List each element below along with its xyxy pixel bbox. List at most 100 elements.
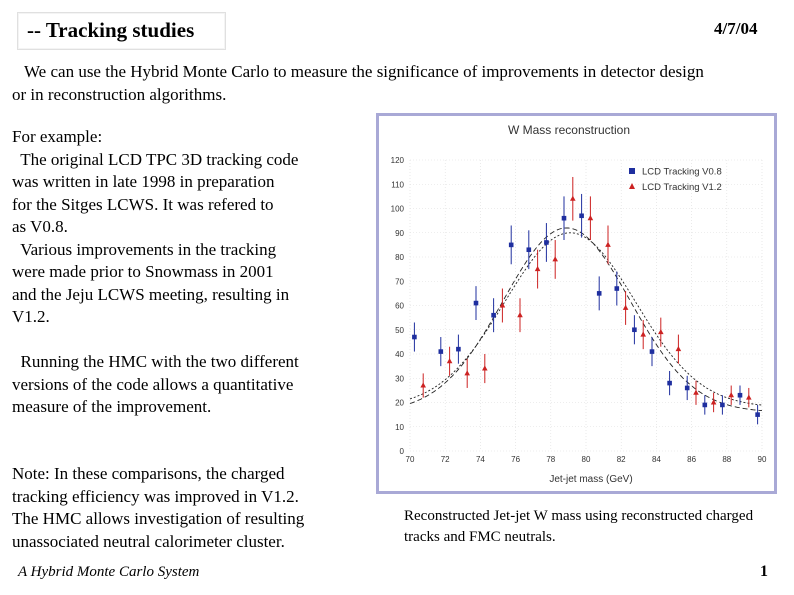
note-paragraph: Note: In these comparisons, the charged … — [12, 463, 367, 553]
slide-title: -- Tracking studies — [27, 18, 195, 42]
y-tick-label: 120 — [391, 156, 405, 165]
chart-title: W Mass reconstruction — [508, 123, 630, 137]
v08-data-point — [702, 402, 708, 408]
y-tick-label: 60 — [395, 302, 404, 311]
slide-date: 4/7/04 — [714, 19, 758, 38]
x-tick-label: 70 — [406, 455, 415, 464]
fit-curve-v08 — [409, 227, 763, 412]
v08-data-point — [561, 215, 567, 221]
x-tick-label: 86 — [687, 455, 696, 464]
hmc-paragraph: Running the HMC with the two different v… — [12, 351, 367, 419]
v12-data-point — [517, 312, 523, 318]
v12-data-point — [675, 345, 682, 352]
example-line: as V0.8. — [12, 217, 68, 236]
example-paragraph: For example: The original LCD TPC 3D tra… — [12, 126, 367, 329]
v08-data-point — [596, 291, 602, 296]
v12-data-point — [587, 215, 594, 221]
example-line: The original LCD TPC 3D tracking code — [12, 149, 299, 169]
example-line: for the Sitges LCWS. It was refered to — [12, 194, 274, 214]
v12-data-point — [570, 195, 576, 201]
v08-data-point — [614, 286, 620, 291]
title-box — [17, 12, 226, 50]
v12-data-point — [420, 382, 426, 388]
y-tick-label: 10 — [395, 423, 404, 432]
v12-data-point — [658, 328, 664, 335]
x-tick-label: 78 — [546, 455, 555, 464]
chart-xlabel: Jet-jet mass (GeV) — [549, 474, 632, 485]
v12-data-point — [552, 256, 558, 262]
v12-data-point — [482, 365, 488, 371]
legend-v12-marker — [629, 183, 635, 189]
figure-caption: Reconstructed Jet-jet W mass using recon… — [404, 508, 754, 545]
v12-data-point — [693, 389, 699, 395]
v08-data-point — [456, 346, 461, 352]
x-tick-label: 82 — [617, 455, 626, 464]
v08-data-point — [649, 349, 655, 354]
v12-data-point — [728, 392, 734, 398]
legend-v12-label: LCD Tracking V1.2 — [642, 182, 722, 193]
y-tick-label: 100 — [391, 205, 405, 214]
page-number: 1 — [760, 563, 768, 580]
example-line: Various improvements in the tracking — [12, 239, 277, 259]
y-tick-label: 90 — [395, 229, 404, 238]
v08-data-point — [508, 242, 514, 248]
v12-data-point — [534, 265, 541, 272]
v08-data-point — [667, 380, 672, 386]
v08-data-point — [755, 412, 760, 417]
x-tick-label: 80 — [582, 455, 591, 464]
legend-v08-marker — [629, 168, 635, 174]
v08-data-point — [438, 349, 444, 354]
y-tick-label: 20 — [395, 399, 404, 408]
chart-frame: W Mass reconstruction 0 10 20 30 40 50 60 70 80 9… — [376, 113, 777, 494]
note-line: tracking efficiency was improved in V1.2… — [12, 486, 299, 506]
y-tick-label: 0 — [400, 447, 405, 456]
x-tick-label: 88 — [722, 455, 731, 464]
v08-data-point — [526, 247, 532, 253]
v08-data-point — [544, 240, 549, 245]
v12-data-point — [746, 394, 752, 400]
v08-data-point — [412, 334, 417, 340]
v08-data-point — [579, 213, 584, 219]
v12-data-point — [622, 304, 629, 310]
example-line: For example: — [12, 127, 103, 146]
legend-v08-label: LCD Tracking V0.8 — [642, 167, 722, 178]
example-line: was written in late 1998 in preparation — [12, 172, 275, 191]
v12-data-point — [605, 241, 611, 247]
hmc-line: measure of the improvement. — [12, 397, 212, 416]
v08-data-point — [720, 402, 725, 408]
intro-text: We can use the Hybrid Monte Carlo to mea… — [12, 62, 704, 104]
v08-data-point — [473, 300, 479, 306]
y-tick-label: 80 — [395, 253, 404, 262]
y-tick-label: 30 — [395, 374, 404, 383]
note-line: unassociated neutral calorimeter cluster… — [12, 531, 285, 551]
example-line: V1.2. — [12, 307, 50, 326]
v08-data-point — [632, 327, 637, 333]
v08-data-point — [491, 312, 496, 318]
v12-data-point — [640, 331, 646, 337]
w-mass-chart: W Mass reconstruction 0 10 20 30 40 50 60 70 80 9… — [391, 123, 767, 485]
y-tick-label: 40 — [395, 350, 404, 359]
v12-data-point — [446, 358, 453, 364]
example-line: were made prior to Snowmass in 2001 — [12, 262, 274, 281]
note-line: Note: In these comparisons, the charged — [12, 464, 285, 483]
y-tick-label: 110 — [391, 180, 404, 189]
v12-data-point — [464, 370, 470, 376]
example-line: and the Jeju LCWS meeting, resulting in — [12, 284, 290, 304]
x-tick-label: 90 — [758, 455, 767, 464]
v12-data-point — [710, 399, 717, 405]
x-tick-label: 74 — [476, 455, 485, 464]
footer-text: A Hybrid Monte Carlo System — [18, 564, 200, 580]
hmc-line: Running the HMC with the two different — [12, 352, 299, 371]
y-tick-label: 50 — [395, 326, 404, 335]
note-line: The HMC allows investigation of resultin… — [12, 509, 305, 528]
y-tick-label: 70 — [395, 277, 404, 286]
v08-data-point — [737, 392, 743, 398]
x-tick-label: 76 — [511, 455, 520, 464]
fit-curve-v12 — [409, 232, 763, 406]
chart-panel: W Mass reconstruction 0 10 20 30 40 50 60 70 80 9… — [379, 116, 774, 491]
x-tick-label: 84 — [652, 455, 661, 464]
hmc-line: versions of the code allows a quantitati… — [12, 374, 294, 394]
v12-data-point — [499, 302, 506, 308]
v08-data-point — [684, 385, 690, 391]
x-tick-label: 72 — [441, 455, 450, 464]
